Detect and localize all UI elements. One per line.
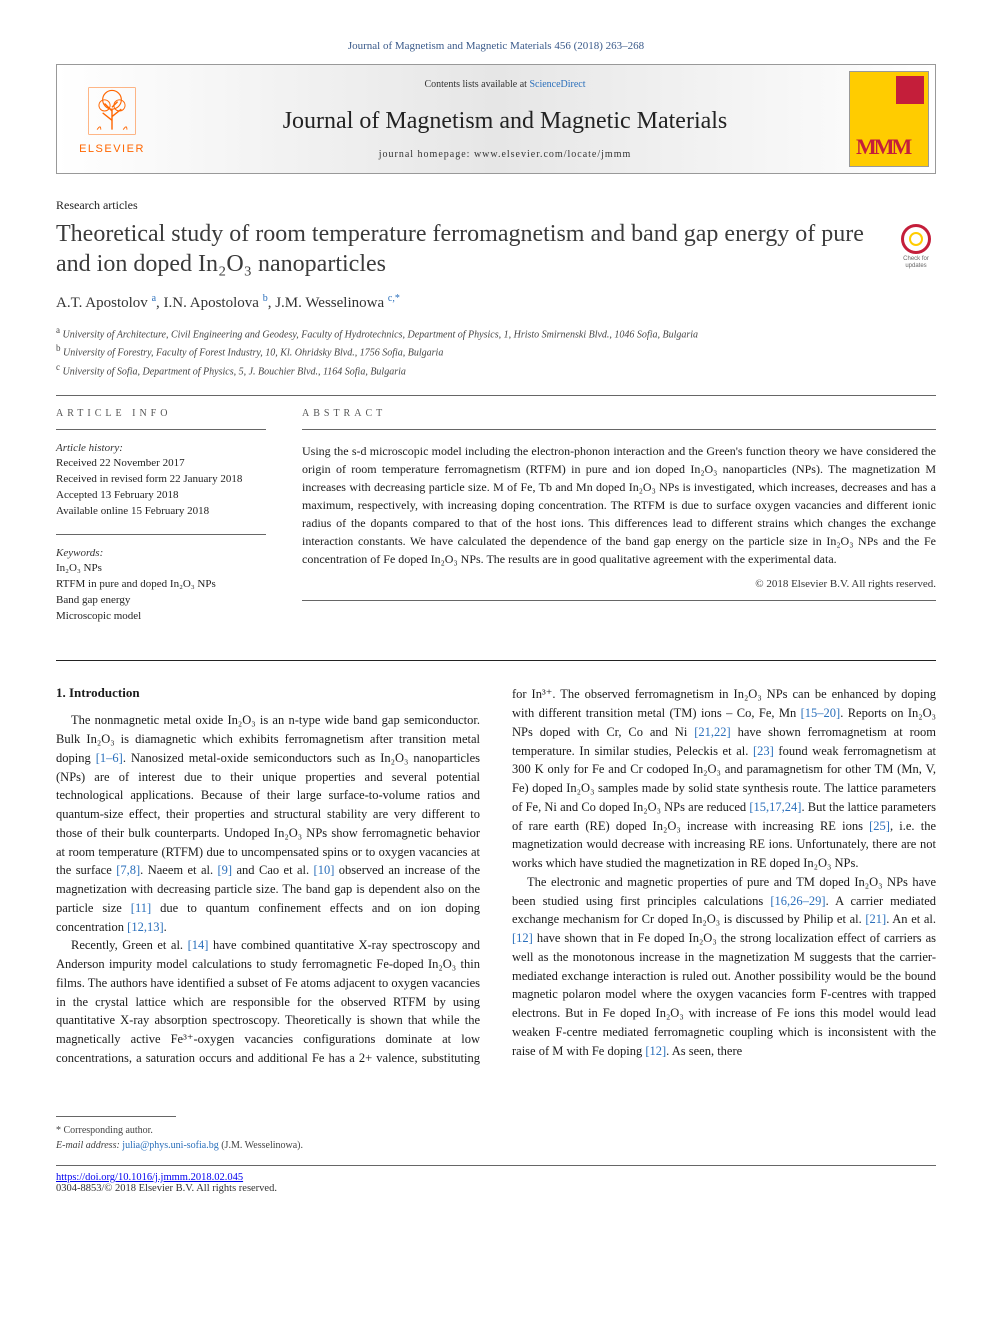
journal-header: ELSEVIER Contents lists available at Sci… bbox=[56, 64, 936, 174]
divider bbox=[56, 534, 266, 535]
crossmark-icon bbox=[901, 224, 931, 254]
body-paragraph: The nonmagnetic metal oxide In₂O₃ is an … bbox=[56, 711, 480, 936]
authors-line: A.T. Apostolov a, I.N. Apostolova b, J.M… bbox=[56, 293, 936, 312]
homepage-label: journal homepage: bbox=[379, 149, 474, 160]
article-body: 1. Introduction The nonmagnetic metal ox… bbox=[56, 685, 936, 1067]
history-line: Received 22 November 2017 bbox=[56, 456, 266, 472]
footnote-separator bbox=[56, 1116, 176, 1117]
affiliation: a University of Architecture, Civil Engi… bbox=[56, 324, 936, 342]
elsevier-tree-icon bbox=[84, 83, 140, 139]
divider bbox=[56, 395, 936, 396]
sciencedirect-link[interactable]: ScienceDirect bbox=[529, 79, 585, 90]
journal-title: Journal of Magnetism and Magnetic Materi… bbox=[283, 108, 728, 135]
check-updates-badge[interactable]: Check for updates bbox=[896, 223, 936, 271]
article-info-heading: ARTICLE INFO bbox=[56, 408, 266, 419]
history-line: Accepted 13 February 2018 bbox=[56, 488, 266, 504]
section-divider bbox=[56, 660, 936, 661]
keywords-block: In₂O₃ NPs RTFM in pure and doped In₂O₃ N… bbox=[56, 561, 266, 625]
email-for-author: (J.M. Wesselinowa). bbox=[219, 1140, 303, 1151]
corresponding-email-link[interactable]: julia@phys.uni-sofia.bg bbox=[122, 1140, 218, 1151]
abstract-copyright: © 2018 Elsevier B.V. All rights reserved… bbox=[302, 578, 936, 590]
doi-link[interactable]: https://doi.org/10.1016/j.jmmm.2018.02.0… bbox=[56, 1172, 243, 1183]
article-title: Theoretical study of room temperature fe… bbox=[56, 219, 876, 279]
journal-reference: Journal of Magnetism and Magnetic Materi… bbox=[56, 40, 936, 52]
affiliation-text: University of Sofia, Department of Physi… bbox=[63, 366, 406, 377]
cover-mmm-text: MMM bbox=[856, 134, 909, 160]
divider bbox=[56, 1165, 936, 1166]
history-heading: Article history: bbox=[56, 442, 266, 454]
contents-available-line: Contents lists available at ScienceDirec… bbox=[424, 79, 585, 90]
journal-cover-thumbnail: MMM bbox=[843, 65, 935, 173]
section-heading: 1. Introduction bbox=[56, 685, 480, 701]
keyword: RTFM in pure and doped In₂O₃ NPs bbox=[56, 577, 266, 593]
affiliation-text: University of Forestry, Faculty of Fores… bbox=[63, 348, 443, 359]
affiliation: c University of Sofia, Department of Phy… bbox=[56, 361, 936, 379]
publisher-name: ELSEVIER bbox=[79, 143, 145, 155]
abstract-text: Using the s-d microscopic model includin… bbox=[302, 442, 936, 568]
affiliation-text: University of Architecture, Civil Engine… bbox=[63, 329, 699, 340]
issn-copyright-line: 0304-8853/© 2018 Elsevier B.V. All right… bbox=[56, 1183, 936, 1194]
history-block: Received 22 November 2017 Received in re… bbox=[56, 456, 266, 520]
divider bbox=[302, 429, 936, 430]
publisher-logo: ELSEVIER bbox=[57, 65, 167, 173]
body-paragraph: The electronic and magnetic properties o… bbox=[512, 873, 936, 1061]
divider bbox=[56, 429, 266, 430]
affiliations-block: a University of Architecture, Civil Engi… bbox=[56, 324, 936, 379]
affiliation: b University of Forestry, Faculty of For… bbox=[56, 342, 936, 360]
corresponding-footnote: * Corresponding author. E-mail address: … bbox=[56, 1123, 936, 1153]
contents-prefix: Contents lists available at bbox=[424, 79, 529, 90]
keyword: Band gap energy bbox=[56, 593, 266, 609]
keyword: Microscopic model bbox=[56, 609, 266, 625]
email-label: E-mail address: bbox=[56, 1140, 122, 1151]
history-line: Available online 15 February 2018 bbox=[56, 504, 266, 520]
divider bbox=[302, 600, 936, 601]
keywords-heading: Keywords: bbox=[56, 547, 266, 559]
homepage-url[interactable]: www.elsevier.com/locate/jmmm bbox=[474, 149, 631, 160]
journal-homepage-line: journal homepage: www.elsevier.com/locat… bbox=[379, 149, 632, 160]
corresponding-author-label: * Corresponding author. bbox=[56, 1123, 936, 1138]
keyword: In₂O₃ NPs bbox=[56, 561, 266, 577]
article-type-label: Research articles bbox=[56, 198, 936, 213]
check-updates-caption: Check for updates bbox=[896, 256, 936, 269]
history-line: Received in revised form 22 January 2018 bbox=[56, 472, 266, 488]
abstract-heading: ABSTRACT bbox=[302, 408, 936, 419]
